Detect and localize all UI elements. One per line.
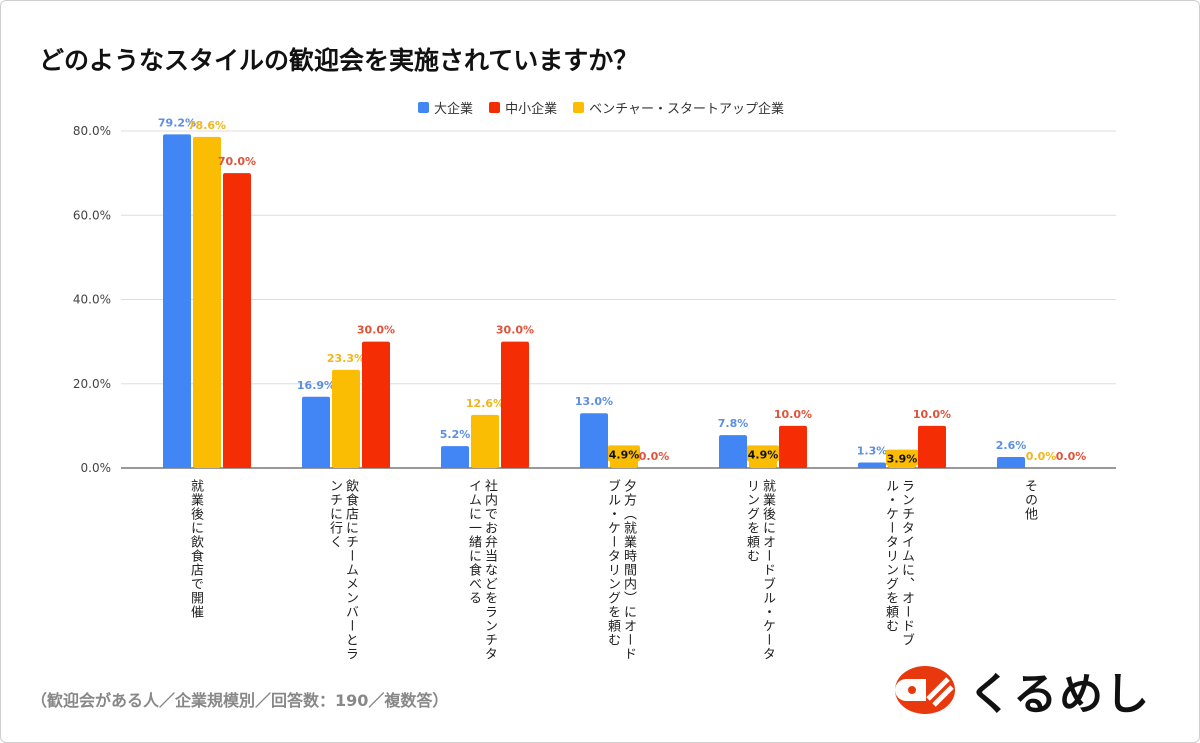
legend: 大企業 中小企業 ベンチャー・スタートアップ企業 [1, 98, 1199, 117]
bar [858, 462, 886, 468]
data-label: 7.8% [718, 417, 749, 430]
category-label: 飲食店にチームメンバーとランチに行く [327, 479, 358, 661]
bar [223, 173, 251, 468]
data-label: 79.2% [158, 116, 196, 129]
bar [362, 341, 390, 468]
data-label: 78.6% [188, 119, 226, 132]
data-label: 4.9% [609, 448, 640, 461]
data-label: 12.6% [466, 397, 504, 410]
data-label: 30.0% [357, 324, 395, 337]
data-label: 13.0% [575, 395, 613, 408]
bar [302, 396, 330, 468]
data-label-bg [886, 449, 918, 466]
bar [997, 457, 1025, 468]
logo-icon [895, 666, 955, 714]
bar [501, 341, 529, 468]
legend-label: 中小企業 [505, 102, 558, 117]
legend-item: 大企業 [418, 98, 473, 117]
data-label: 23.3% [327, 352, 365, 365]
legend-item: ベンチャー・スタートアップ企業 [573, 98, 784, 117]
legend-swatch [489, 102, 501, 113]
data-label: 0.0% [639, 450, 670, 463]
footnote: （歓迎会がある人／企業規模別／回答数：190／複数答） [31, 691, 449, 710]
legend-swatch [573, 102, 585, 113]
bar [918, 425, 946, 468]
legend-swatch [418, 102, 430, 113]
data-label: 2.6% [996, 439, 1027, 452]
logo: くるめし [894, 658, 1151, 722]
data-label: 0.0% [1056, 450, 1087, 463]
chart-title: どのようなスタイルの歓迎会を実施されていますか？ [39, 46, 639, 75]
category-label: 夕方（就業時間内）にオードブル・ケータリングを頼む [605, 479, 636, 661]
y-tick-label: 60.0% [73, 208, 111, 222]
bar [779, 425, 807, 468]
bar [332, 369, 360, 468]
bar [441, 446, 469, 468]
bar [193, 136, 221, 468]
y-tick-label: 0.0% [81, 461, 112, 475]
data-label: 4.9% [748, 448, 779, 461]
legend-label: 大企業 [434, 102, 474, 117]
data-label-bg [608, 445, 640, 462]
category-label: 社内でお弁当などをランチタイムに一緒に食べる [466, 479, 497, 661]
y-tick-label: 20.0% [73, 377, 111, 391]
category-label: 就業後に飲食店で開催 [188, 479, 203, 619]
bar [163, 134, 191, 468]
bar [580, 413, 608, 468]
data-label: 30.0% [496, 324, 534, 337]
legend-item: 中小企業 [489, 98, 557, 117]
data-label-bg [747, 445, 779, 462]
data-label: 10.0% [774, 408, 812, 421]
bar [719, 435, 747, 468]
data-label: 10.0% [913, 408, 951, 421]
y-tick-label: 40.0% [73, 293, 111, 307]
data-label: 5.2% [440, 428, 471, 441]
data-label: 1.3% [857, 445, 888, 458]
category-label: その他 [1022, 479, 1037, 521]
logo-text: くるめし [968, 669, 1152, 720]
bar [471, 414, 499, 468]
data-label: 70.0% [218, 155, 256, 168]
data-label: 16.9% [297, 379, 335, 392]
legend-label: ベンチャー・スタートアップ企業 [589, 102, 784, 117]
data-label: 3.9% [887, 453, 918, 466]
category-label: ランチタイムに、オードブル・ケータリングを頼む [883, 479, 914, 647]
y-tick-label: 80.0% [73, 124, 111, 138]
data-label: 0.0% [1026, 450, 1057, 463]
category-label: 就業後にオードブル・ケータリングを頼む [744, 479, 775, 661]
